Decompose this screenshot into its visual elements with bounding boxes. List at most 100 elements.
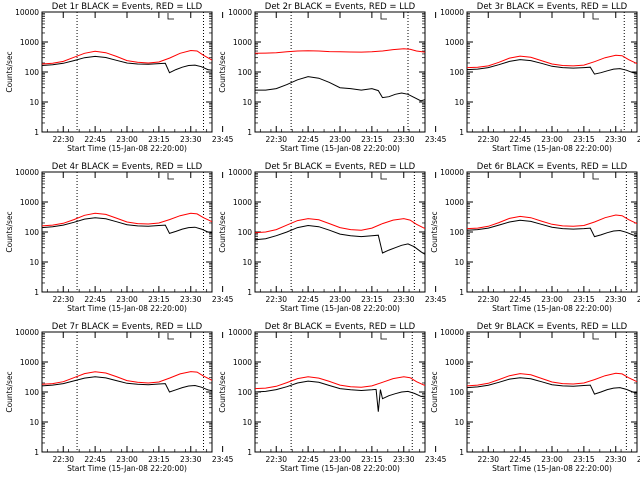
x-tick-label: 23:15 <box>573 295 595 304</box>
corner-marker <box>380 173 387 180</box>
x-tick-label: 23:30 <box>180 295 202 304</box>
y-tick-label: 10 <box>454 418 464 427</box>
x-tick-label: 22:45 <box>297 455 319 464</box>
x-tick-label: 22:45 <box>297 295 319 304</box>
plot-frame <box>254 11 426 133</box>
x-tick-label: 22:45 <box>84 295 106 304</box>
corner-marker <box>592 333 599 340</box>
x-tick-label: 23:15 <box>361 455 383 464</box>
y-axis-label: Counts/sec <box>430 371 439 412</box>
y-tick-label: 100 <box>238 228 253 237</box>
y-tick-label: 100 <box>25 68 40 77</box>
x-tick-label: 23:00 <box>329 455 351 464</box>
lld-series-line <box>42 49 212 65</box>
x-tick-label: 23:45 <box>212 455 234 464</box>
x-tick-label: 23:00 <box>116 135 138 144</box>
x-axis-label: Start Time (15-Jan-08 22:20:00) <box>280 304 400 313</box>
y-axis-label: Counts/sec <box>5 51 14 92</box>
plot-frame <box>466 331 638 453</box>
panel-title: Det 5r BLACK = Events, RED = LLD <box>265 162 416 172</box>
y-tick-label: 1 <box>34 288 39 297</box>
panel-7: Det 7r BLACK = Events, RED = LLD 1 10 100 10… <box>5 322 234 473</box>
x-tick-label: 23:00 <box>541 455 563 464</box>
x-tick-label: 23:30 <box>605 455 627 464</box>
panel-title: Det 8r BLACK = Events, RED = LLD <box>265 322 416 332</box>
y-tick-label: 10 <box>29 98 39 107</box>
lld-series-line <box>467 214 637 230</box>
x-tick-label: 23:45 <box>212 135 234 144</box>
x-tick-label: 23:30 <box>180 455 202 464</box>
x-axis-label: Start Time (15-Jan-08 22:20:00) <box>67 304 187 313</box>
corner-marker <box>380 333 387 340</box>
y-tick-label: 1 <box>247 448 252 457</box>
panel-6: Det 6r BLACK = Events, RED = LLD 1 10 100 10… <box>430 162 640 313</box>
lld-series-line <box>42 212 212 227</box>
x-axis-label: Start Time (15-Jan-08 22:20:00) <box>280 144 400 153</box>
panel-1: Det 1r BLACK = Events, RED = LLD 1 10 100 10… <box>5 2 234 153</box>
x-tick-label: 23:30 <box>393 135 415 144</box>
lld-series-line <box>467 372 637 387</box>
plot-frame <box>41 171 213 293</box>
y-axis-label: Counts/sec <box>5 211 14 252</box>
x-tick-label: 22:45 <box>297 135 319 144</box>
x-tick-label: 23:00 <box>116 455 138 464</box>
x-axis-label: Start Time (15-Jan-08 22:20:00) <box>67 144 187 153</box>
panel-5: Det 5r BLACK = Events, RED = LLD 1 10 100 10… <box>218 162 447 313</box>
x-tick-label: 22:45 <box>84 135 106 144</box>
x-tick-label: 23:00 <box>329 135 351 144</box>
y-tick-label: 1000 <box>233 198 252 207</box>
y-tick-label: 1 <box>459 128 464 137</box>
x-tick-label: 22:30 <box>52 455 74 464</box>
y-tick-label: 1000 <box>20 38 39 47</box>
events-series-line <box>467 219 637 238</box>
x-tick-label: 23:30 <box>393 455 415 464</box>
x-tick-label: 23:15 <box>573 455 595 464</box>
x-tick-label: 23:45 <box>425 295 447 304</box>
x-tick-label: 23:00 <box>116 295 138 304</box>
x-tick-label: 22:30 <box>477 455 499 464</box>
plot-frame <box>41 331 213 453</box>
x-tick-label: 23:00 <box>541 295 563 304</box>
plot-frame <box>254 171 426 293</box>
plot-frame <box>466 11 638 133</box>
panel-4: Det 4r BLACK = Events, RED = LLD 1 10 100 10… <box>5 162 234 313</box>
x-tick-label: 23:45 <box>637 455 640 464</box>
x-tick-label: 23:15 <box>148 295 170 304</box>
panel-title: Det 3r BLACK = Events, RED = LLD <box>477 2 628 12</box>
lld-series-line <box>42 371 212 385</box>
y-tick-label: 1000 <box>445 198 464 207</box>
x-tick-label: 23:30 <box>393 295 415 304</box>
y-tick-label: 10000 <box>228 168 252 177</box>
y-tick-label: 10000 <box>228 8 252 17</box>
lld-series-line <box>467 54 637 69</box>
y-tick-label: 10 <box>242 98 252 107</box>
y-tick-label: 10 <box>29 418 39 427</box>
y-tick-label: 1000 <box>233 38 252 47</box>
lld-series-line <box>255 376 425 390</box>
x-tick-label: 23:15 <box>361 295 383 304</box>
y-tick-label: 1 <box>247 288 252 297</box>
panel-9: Det 9r BLACK = Events, RED = LLD 1 10 100 10… <box>430 322 640 473</box>
y-axis-label: Counts/sec <box>218 371 227 412</box>
y-tick-label: 1 <box>459 448 464 457</box>
x-tick-label: 23:45 <box>212 295 234 304</box>
x-tick-label: 23:15 <box>573 135 595 144</box>
y-tick-label: 100 <box>450 68 465 77</box>
corner-marker <box>167 333 174 340</box>
events-series-line <box>255 76 425 102</box>
events-series-line <box>42 376 212 393</box>
y-tick-label: 100 <box>25 228 40 237</box>
y-tick-label: 10 <box>242 258 252 267</box>
y-tick-label: 10000 <box>15 168 39 177</box>
panel-3: Det 3r BLACK = Events, RED = LLD 1 10 100 10… <box>440 2 640 153</box>
plot-frame <box>41 11 213 133</box>
y-tick-label: 10 <box>242 418 252 427</box>
y-tick-label: 1000 <box>20 358 39 367</box>
x-tick-label: 22:30 <box>477 135 499 144</box>
y-tick-label: 10 <box>454 258 464 267</box>
panel-2: Det 2r BLACK = Events, RED = LLD 1 10 100 10… <box>218 2 447 153</box>
x-tick-label: 22:45 <box>509 455 531 464</box>
lld-series-line <box>255 48 425 54</box>
x-tick-label: 22:30 <box>52 135 74 144</box>
y-tick-label: 10000 <box>440 8 464 17</box>
